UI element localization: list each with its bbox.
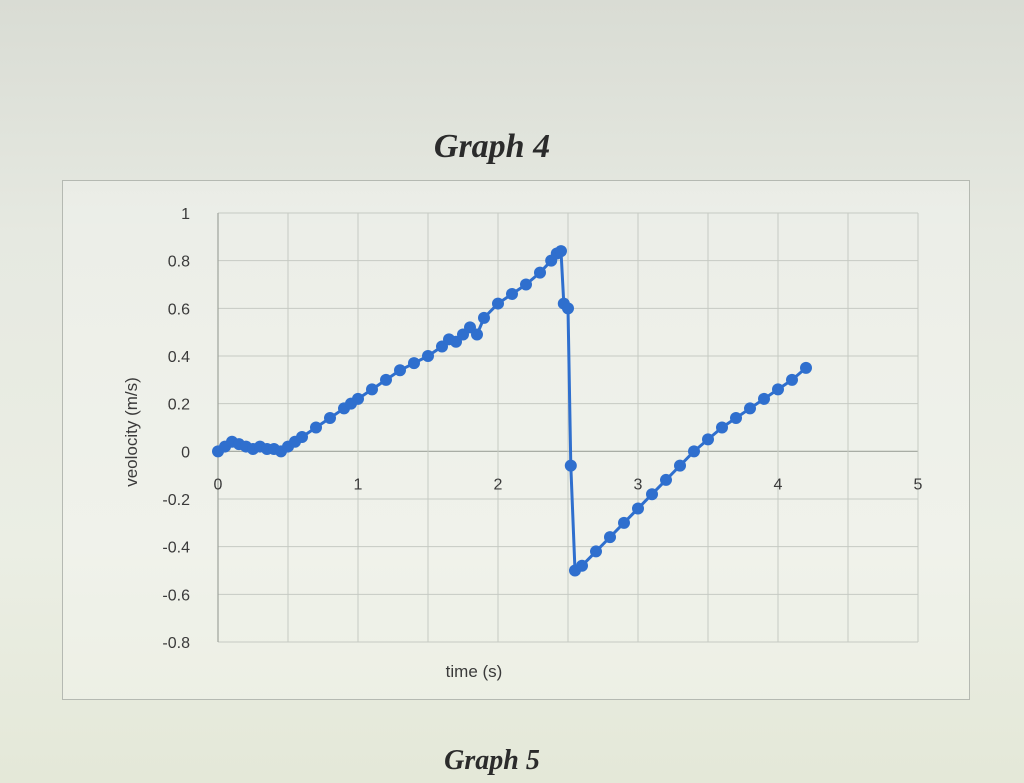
y-tick-label: 0.2 xyxy=(168,397,190,414)
y-axis-label: veolocity (m/s) xyxy=(122,377,141,487)
data-point xyxy=(632,502,644,515)
data-point xyxy=(646,488,658,501)
data-point xyxy=(296,431,308,444)
data-point xyxy=(576,559,588,572)
data-point xyxy=(772,383,784,396)
data-point xyxy=(674,459,686,472)
data-point xyxy=(366,383,378,396)
y-tick-label: 0.4 xyxy=(168,349,190,366)
data-point xyxy=(471,328,483,341)
data-point xyxy=(786,373,798,386)
data-point xyxy=(702,433,714,446)
x-tick-label: 4 xyxy=(774,476,783,493)
data-point xyxy=(604,531,616,544)
data-point xyxy=(800,361,812,374)
data-point xyxy=(716,421,728,434)
data-point xyxy=(730,411,742,424)
x-tick-label: 0 xyxy=(214,476,223,493)
data-point xyxy=(380,373,392,386)
y-tick-label: -0.6 xyxy=(162,587,190,604)
y-tick-label: 1 xyxy=(181,206,190,223)
data-point xyxy=(492,297,504,310)
y-tick-label: -0.2 xyxy=(162,492,190,509)
y-tick-label: 0.6 xyxy=(168,301,190,318)
data-point xyxy=(618,516,630,529)
data-point xyxy=(555,245,567,258)
data-point xyxy=(564,459,577,472)
data-point xyxy=(562,302,574,315)
data-point xyxy=(520,278,532,291)
x-tick-label: 2 xyxy=(494,476,503,493)
x-tick-label: 1 xyxy=(354,476,363,493)
y-tick-label: 0 xyxy=(181,444,190,461)
data-point xyxy=(408,357,420,370)
y-tick-label: -0.8 xyxy=(162,635,190,652)
data-point xyxy=(394,364,406,377)
data-point xyxy=(352,392,364,405)
data-point xyxy=(688,445,700,458)
data-point xyxy=(590,545,602,558)
data-point xyxy=(478,311,490,324)
graph-5-title: Graph 5 xyxy=(444,745,540,776)
x-tick-label: 3 xyxy=(634,476,643,493)
graph-4-title: Graph 4 xyxy=(433,128,551,165)
data-point xyxy=(310,421,322,434)
data-point xyxy=(660,473,672,486)
tick-labels: 1 0.8 0.6 0.4 0.2 0 -0.2 -0.4 -0.6 -0.8 0 1 2 3 4 5 xyxy=(162,206,922,652)
x-tick-label: 5 xyxy=(914,476,923,493)
data-point xyxy=(506,288,518,301)
x-axis-label: time (s) xyxy=(446,662,503,681)
data-point xyxy=(324,411,336,424)
gridlines xyxy=(217,212,919,643)
data-point xyxy=(758,392,770,405)
data-point xyxy=(534,266,546,279)
data-point xyxy=(422,350,434,362)
data-point xyxy=(744,402,756,415)
y-tick-label: 0.8 xyxy=(168,254,190,271)
chart-frame xyxy=(62,180,970,700)
y-tick-label: -0.4 xyxy=(162,540,190,557)
series-velocity xyxy=(212,245,812,577)
